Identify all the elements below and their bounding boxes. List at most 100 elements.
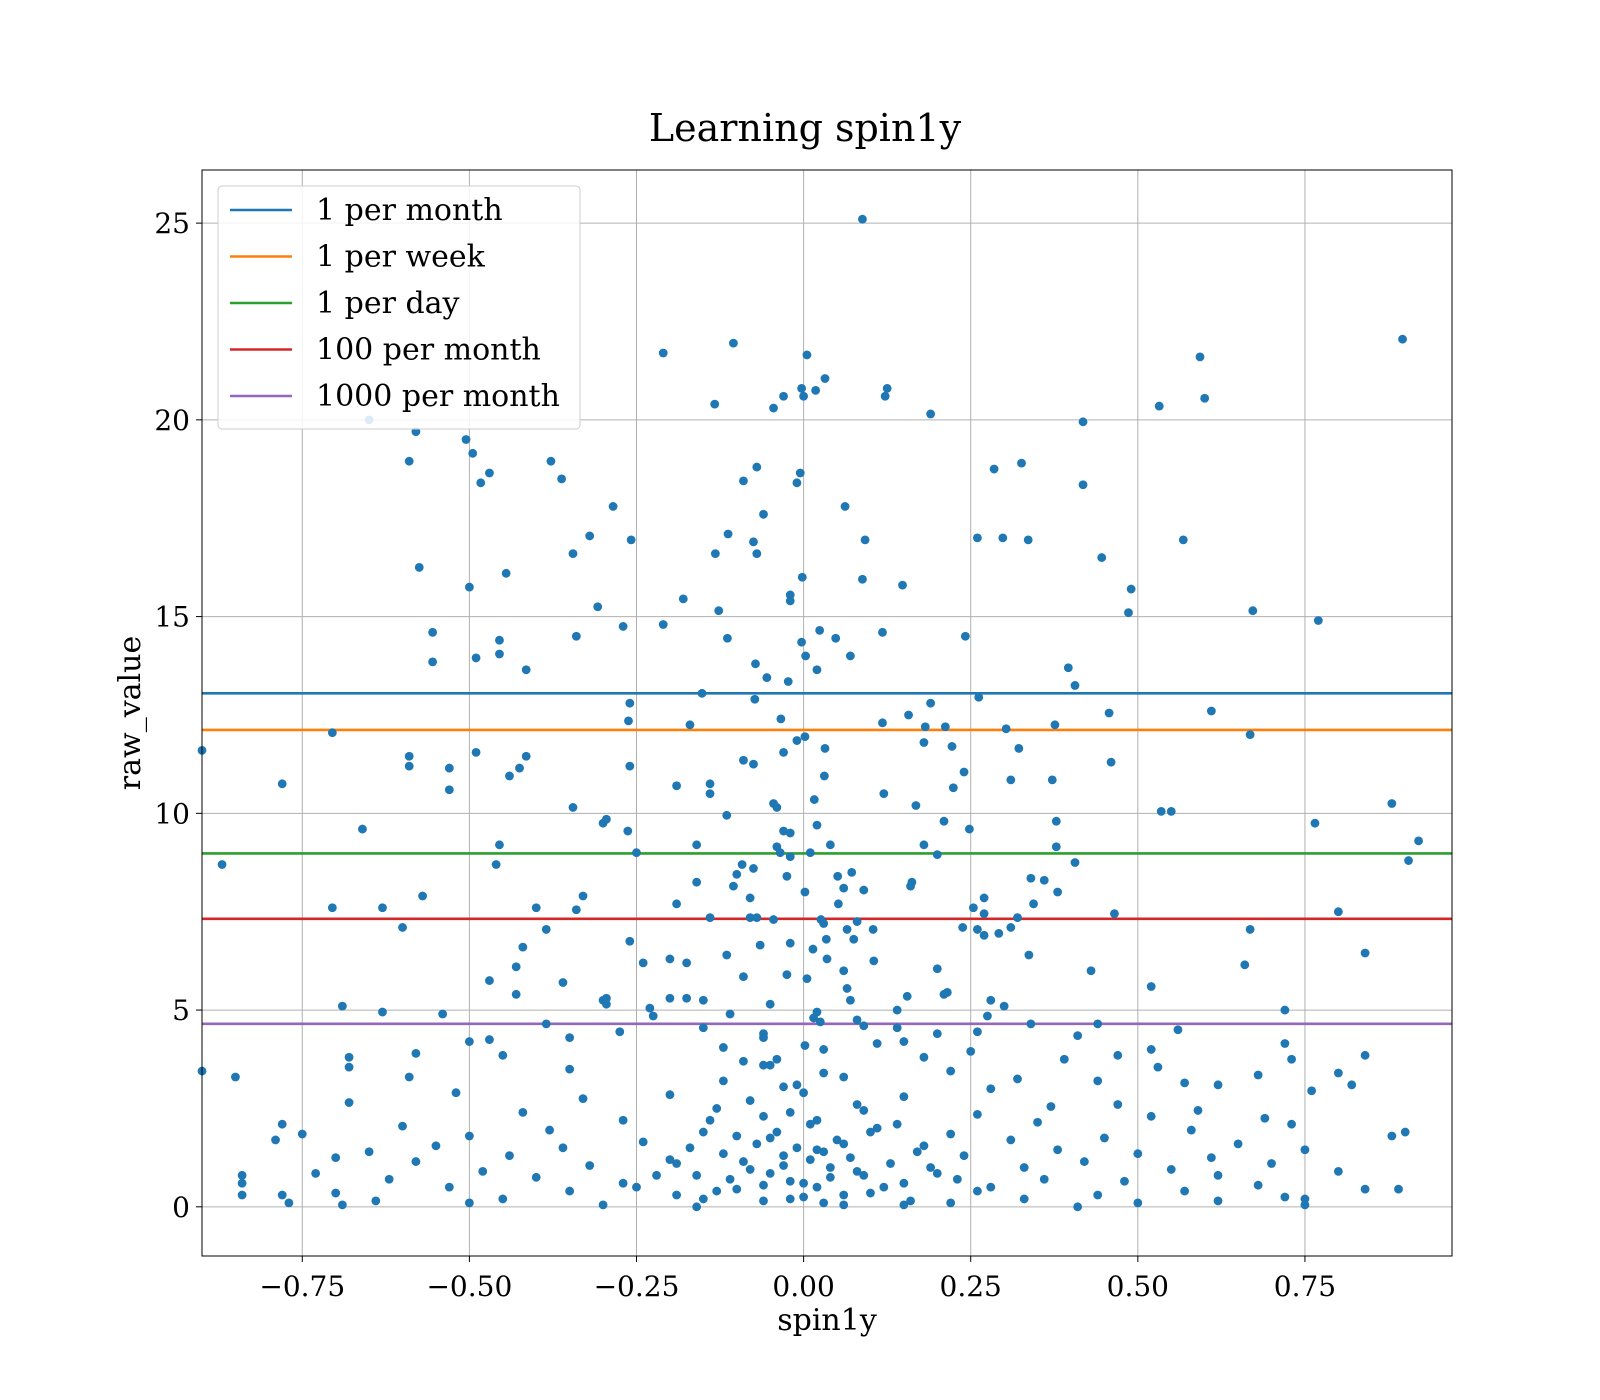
data-point [718, 1149, 728, 1159]
data-point [860, 535, 870, 545]
data-point [839, 883, 849, 893]
data-point [665, 1155, 675, 1164]
data-point [820, 374, 830, 383]
data-point [765, 1168, 775, 1178]
data-point [1404, 856, 1413, 865]
data-point [571, 905, 581, 915]
data-point [705, 789, 715, 799]
data-point [1006, 775, 1016, 785]
data-point [785, 938, 795, 948]
data-point [869, 956, 879, 966]
legend: 1 per month 1 per week 1 per day 100 per mo… [217, 185, 581, 430]
data-point [1166, 806, 1176, 816]
data-point [906, 1196, 915, 1206]
data-point [558, 978, 568, 987]
data-point [745, 1165, 755, 1174]
data-point [692, 1170, 702, 1180]
data-point [231, 1072, 240, 1082]
data-point [899, 1037, 909, 1046]
data-point [1053, 1145, 1063, 1155]
data-point [832, 1135, 842, 1145]
data-point [297, 1129, 307, 1139]
data-point [765, 999, 775, 1009]
data-point [973, 1186, 982, 1196]
data-point [327, 728, 337, 738]
data-point [471, 653, 481, 663]
data-point [745, 913, 755, 923]
data-point [414, 563, 424, 572]
data-point [792, 1080, 802, 1090]
legend-box [217, 185, 581, 430]
data-point [858, 574, 867, 584]
data-point [428, 657, 438, 667]
data-point [939, 989, 949, 999]
data-point [685, 720, 695, 730]
data-point [327, 903, 337, 913]
data-point [378, 903, 387, 913]
plot-frame [201, 169, 1453, 1257]
y-tick-label: 25 [154, 207, 190, 240]
data-point [912, 1147, 922, 1157]
data-point [819, 771, 829, 781]
data-point [946, 1066, 956, 1076]
data-point [1360, 1184, 1370, 1194]
data-point [801, 651, 811, 661]
data-point [521, 665, 531, 675]
data-point [947, 742, 957, 751]
data-point [797, 637, 806, 647]
data-point [464, 582, 474, 592]
data-point [1248, 606, 1258, 616]
data-point [511, 989, 521, 999]
data-point [451, 1088, 461, 1098]
data-point [739, 972, 748, 982]
data-point [872, 1123, 882, 1133]
data-point [1213, 1170, 1223, 1180]
data-point [1173, 1025, 1183, 1035]
data-point [948, 783, 958, 793]
data-point [411, 1048, 421, 1058]
data-point [737, 860, 747, 869]
data-point [932, 1168, 942, 1178]
data-point [986, 1182, 996, 1192]
data-point [1360, 1050, 1370, 1060]
data-point [1280, 1039, 1290, 1048]
data-point [705, 913, 715, 923]
data-point [501, 568, 511, 578]
data-point [1024, 950, 1034, 960]
data-point [769, 403, 778, 413]
data-point [1206, 706, 1216, 716]
data-point [705, 1115, 715, 1125]
data-point [979, 930, 989, 940]
data-point [805, 1155, 815, 1164]
data-point [1029, 899, 1038, 909]
data-point [284, 1198, 294, 1208]
data-point [878, 627, 887, 637]
data-point [859, 1106, 869, 1115]
data-point [792, 478, 802, 488]
data-point [762, 673, 772, 682]
data-point [920, 722, 930, 732]
data-point [840, 502, 850, 511]
data-point [1387, 799, 1397, 808]
data-point [626, 535, 636, 545]
data-point [879, 789, 889, 799]
data-point [782, 970, 792, 980]
data-point [428, 627, 438, 637]
data-point [872, 1039, 882, 1048]
data-point [880, 391, 890, 401]
y-tick-label: 10 [154, 797, 190, 830]
data-point [752, 1139, 762, 1149]
data-point [845, 995, 855, 1005]
data-point [217, 860, 227, 869]
y-tick-label: 15 [154, 601, 190, 634]
data-point [892, 1005, 902, 1015]
data-point [398, 1121, 407, 1131]
data-point [785, 828, 795, 838]
data-point [868, 925, 878, 934]
data-point [712, 1104, 722, 1113]
data-point [438, 1009, 448, 1019]
data-point [672, 899, 681, 909]
x-tick-label: 0.25 [940, 1270, 1002, 1303]
data-point [495, 840, 504, 850]
data-point [1039, 1174, 1049, 1184]
